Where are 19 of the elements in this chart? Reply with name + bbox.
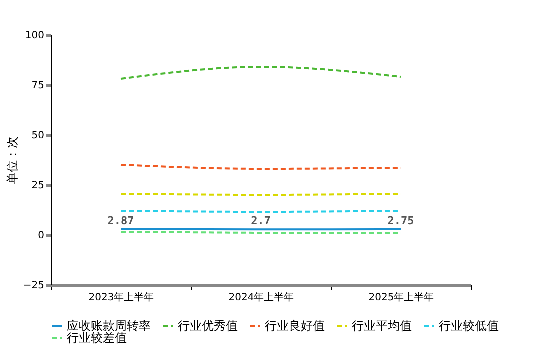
y-tick-label: 0 xyxy=(38,230,44,242)
x-tick-label: 2024年上半年 xyxy=(228,292,294,304)
y-tick-label: 50 xyxy=(32,130,44,142)
y-axis-title: 单位：次 xyxy=(5,136,20,184)
legend-label: 行业优秀值 xyxy=(178,319,238,333)
data-label: 2.87 xyxy=(108,214,134,228)
y-tick-label: 100 xyxy=(25,30,44,42)
legend-label: 行业良好值 xyxy=(265,319,325,333)
x-tick-label: 2025年上半年 xyxy=(368,292,434,304)
y-tick-label: −25 xyxy=(23,280,44,292)
legend-label: 行业较差值 xyxy=(67,331,127,345)
y-tick-label: 25 xyxy=(32,180,44,192)
legend-label: 行业较低值 xyxy=(439,319,499,333)
data-label: 2.75 xyxy=(388,214,414,228)
data-label: 2.7 xyxy=(251,214,271,228)
legend-label: 行业平均值 xyxy=(352,319,412,333)
legend-label: 应收账款周转率 xyxy=(67,319,151,333)
y-tick-label: 75 xyxy=(32,80,44,92)
x-tick-label: 2023年上半年 xyxy=(88,292,154,304)
